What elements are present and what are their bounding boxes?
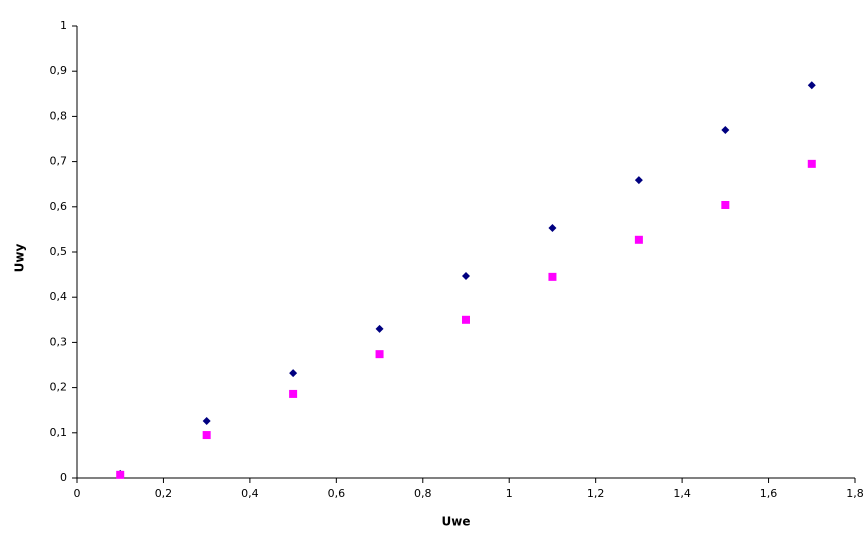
x-tick-label: 1 (506, 487, 513, 500)
y-tick-label: 0,6 (50, 200, 68, 213)
x-tick-label: 0,2 (155, 487, 173, 500)
point (375, 324, 384, 333)
point (634, 235, 643, 244)
point (634, 176, 643, 185)
point (202, 417, 211, 426)
y-tick-label: 0,3 (50, 335, 68, 348)
x-axis-title: Uwe (442, 515, 471, 529)
point (548, 224, 557, 233)
y-tick-label: 0,8 (50, 109, 68, 122)
y-tick-label: 1 (60, 19, 67, 32)
x-tick-label: 1,4 (673, 487, 691, 500)
point (375, 350, 384, 359)
point (807, 81, 816, 90)
point (462, 315, 470, 324)
x-tick-label: 0,4 (241, 487, 259, 500)
point (721, 125, 730, 134)
point (721, 200, 730, 209)
y-tick-label: 0,4 (50, 290, 68, 303)
y-tick-label: 0,1 (50, 426, 68, 439)
point (807, 159, 816, 168)
y-tick-label: 0,7 (50, 155, 68, 168)
y-tick-label: 0,5 (50, 245, 68, 258)
x-tick-label: 1,8 (846, 487, 864, 500)
y-tick-label: 0,9 (50, 64, 68, 77)
y-tick-label: 0,2 (50, 381, 68, 394)
x-tick-label: 1,6 (760, 487, 778, 500)
point (116, 470, 125, 479)
y-tick-label: 0 (60, 471, 67, 484)
y-axis-title: Uwy (13, 243, 27, 272)
x-tick-label: 0 (74, 487, 81, 500)
point (289, 389, 298, 398)
point (548, 272, 557, 281)
point (462, 271, 470, 280)
point (289, 369, 298, 378)
point (202, 431, 211, 440)
x-tick-label: 0,6 (328, 487, 346, 500)
x-tick-label: 0,8 (414, 487, 432, 500)
x-tick-label: 1,2 (587, 487, 605, 500)
